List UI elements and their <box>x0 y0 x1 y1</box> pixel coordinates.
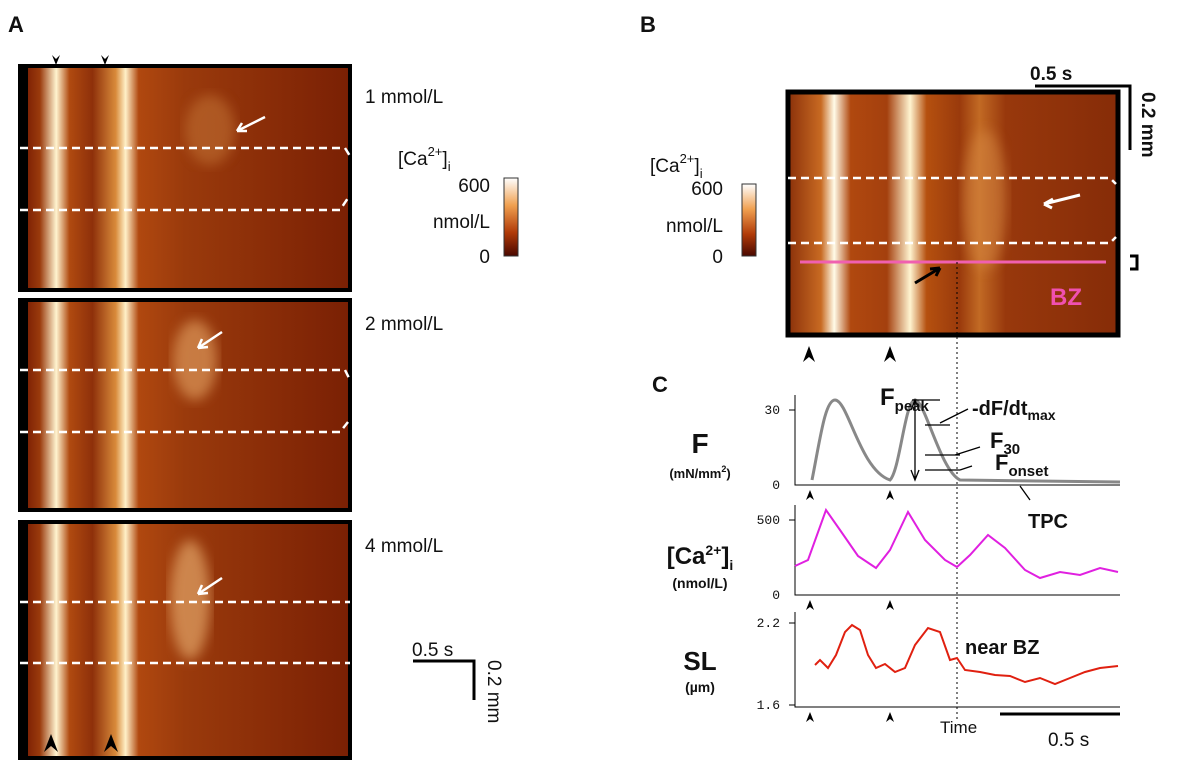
tick-label: 0 <box>772 478 780 493</box>
trace-label: F <box>691 428 708 459</box>
colorbar-min: 0 <box>712 247 723 268</box>
colorbar-max: 600 <box>691 179 723 200</box>
scale-bar <box>413 659 476 700</box>
concentration: 2 mmol/L <box>365 314 443 335</box>
tick-label: 2.2 <box>757 616 780 631</box>
concentration: 1 mmol/L <box>365 87 443 108</box>
annotation: Fpeak <box>880 384 930 415</box>
annotation-lines <box>910 398 1031 501</box>
trace-unit: (nmol/L) <box>672 575 727 591</box>
trace-unit: (µm) <box>685 679 715 695</box>
colorbar-unit: nmol/L <box>666 216 723 237</box>
calcium-trace <box>794 507 1119 580</box>
colorbar-title: [Ca2+]i <box>398 144 451 174</box>
scale-time: 0.5 s <box>1030 64 1072 85</box>
scale-distance: 0.2 mm <box>483 660 504 723</box>
annotation: F30 <box>990 428 1020 458</box>
colorbar-min: 0 <box>479 247 490 268</box>
arrowheads <box>44 734 118 752</box>
concentration: 4 mmol/L <box>365 536 443 557</box>
colorbar-max: 600 <box>458 176 490 197</box>
annotation: near BZ <box>965 637 1039 659</box>
heatmap-b <box>785 89 1121 338</box>
panel-label: C <box>652 372 668 397</box>
trace-unit: (mN/mm2) <box>669 464 730 481</box>
heatmap-1 <box>18 64 352 292</box>
scale-time: 0.5 s <box>412 640 453 661</box>
scale-time: 0.5 s <box>1048 730 1089 751</box>
arrowheads <box>806 490 894 722</box>
colorbar-unit: nmol/L <box>433 212 490 233</box>
annotation: -dF/dtmax <box>972 398 1056 423</box>
trace-label: [Ca2+]i <box>667 542 734 573</box>
axes <box>789 395 1120 708</box>
arrowheads <box>52 55 109 65</box>
scale-distance: 0.2 mm <box>1137 92 1158 157</box>
panel-label: A <box>8 12 24 37</box>
tick-label: 1.6 <box>757 698 780 713</box>
annotation: TPC <box>1028 511 1068 533</box>
colorbar <box>503 177 519 257</box>
tick-label: 500 <box>757 513 780 528</box>
colorbar <box>741 183 757 257</box>
scale-bar <box>1035 84 1132 150</box>
arrowheads <box>803 346 896 362</box>
heatmap-2 <box>18 298 352 512</box>
sl-trace <box>814 623 1119 686</box>
trace-label: SL <box>683 646 716 676</box>
x-axis-label: Time <box>940 718 977 737</box>
colorbar-title: [Ca2+]i <box>650 151 703 181</box>
force-trace <box>810 398 1121 484</box>
heatmap-3 <box>18 520 352 760</box>
panel-label: B <box>640 12 656 37</box>
bracket <box>1130 254 1139 271</box>
region-label: BZ <box>1050 284 1082 311</box>
tick-label: 30 <box>764 403 780 418</box>
annotation: Fonset <box>995 450 1048 480</box>
tick-label: 0 <box>772 588 780 603</box>
